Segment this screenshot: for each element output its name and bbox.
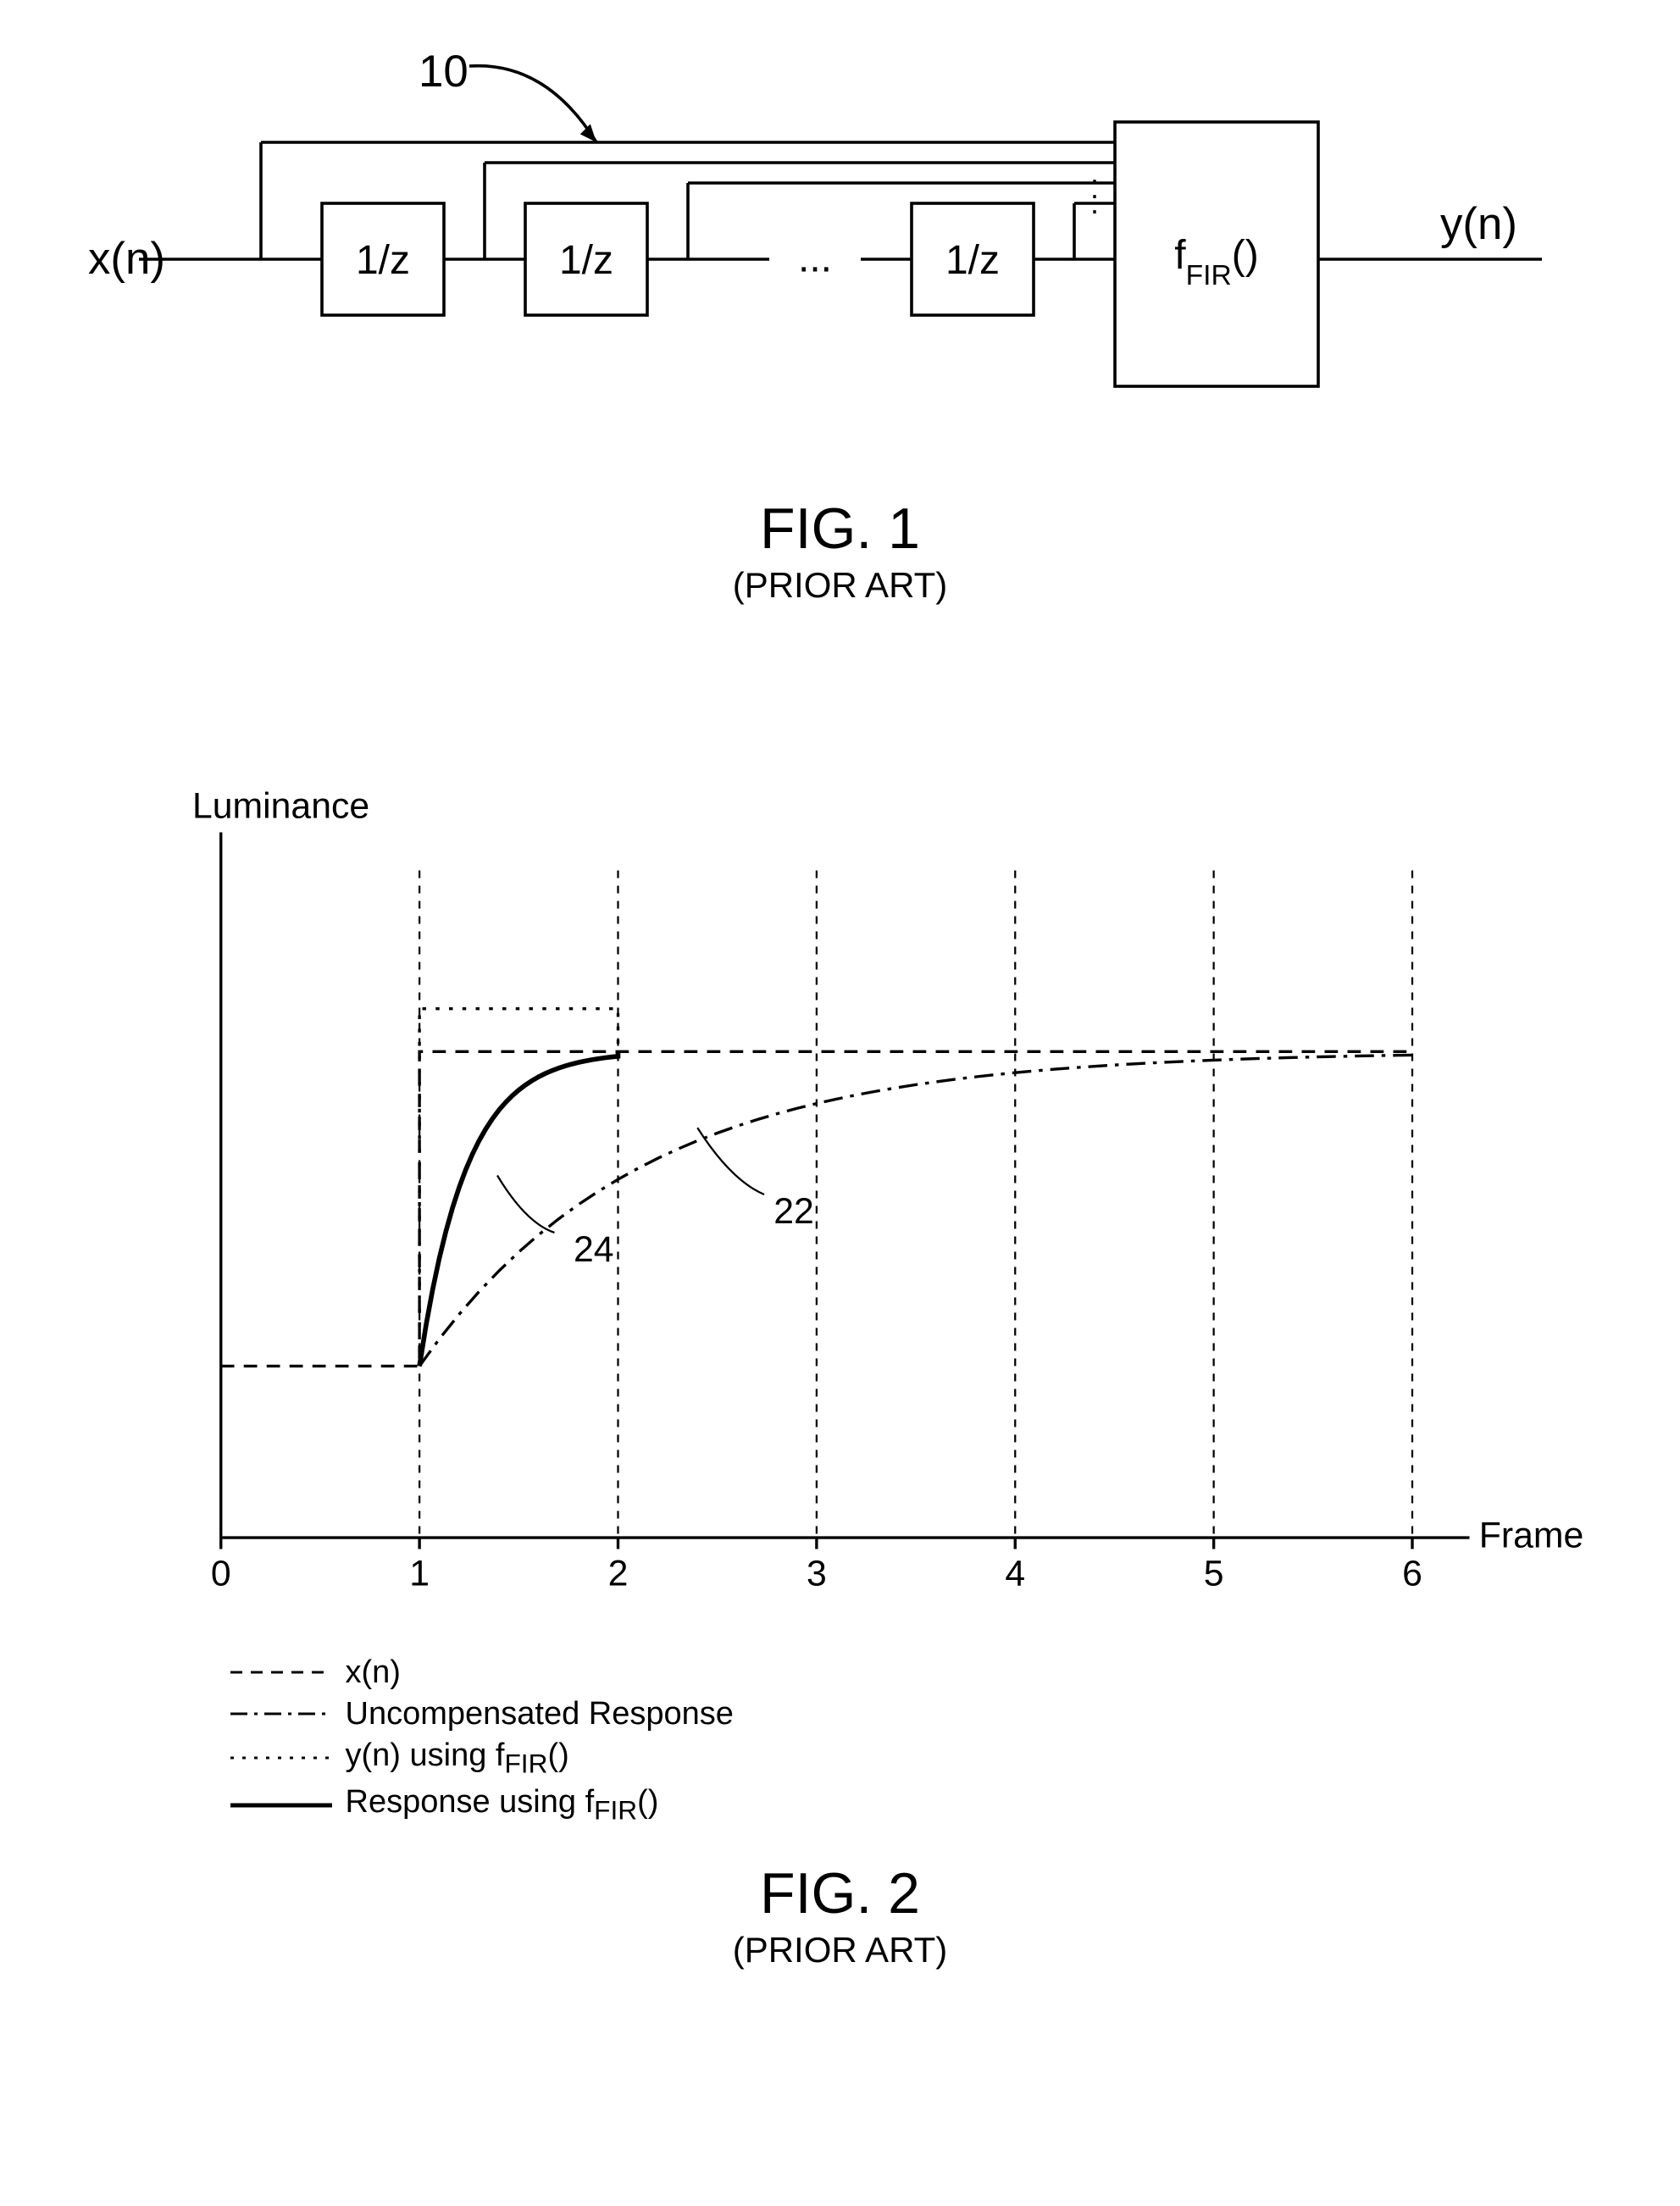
legend-item: x(n) [230,1654,1603,1691]
svg-text:x(n): x(n) [88,234,165,284]
svg-text:4: 4 [1005,1553,1025,1594]
figure-2: 0 1 2 3 4 5 6 Luminance Frame 24 22 x(n) Uncompensa… [78,775,1603,1970]
svg-text:1/z: 1/z [945,238,999,283]
svg-text:5: 5 [1203,1553,1223,1594]
legend-label: x(n) [346,1654,401,1691]
svg-text:3: 3 [806,1553,826,1594]
fig2-subtitle: (PRIOR ART) [78,1930,1603,1970]
fig2-caption: FIG. 2 (PRIOR ART) [78,1860,1603,1970]
svg-text:y(n): y(n) [1440,199,1517,249]
fig1-subtitle: (PRIOR ART) [78,565,1603,606]
svg-text:2: 2 [607,1553,628,1594]
svg-text:6: 6 [1402,1553,1422,1594]
fig1-caption: FIG. 1 (PRIOR ART) [78,496,1603,606]
svg-text:Frame: Frame [1478,1515,1583,1555]
fig1-title: FIG. 1 [78,496,1603,562]
svg-text:10: 10 [419,51,469,97]
legend-item: Response using fFIR() [230,1784,1603,1826]
svg-text:1/z: 1/z [558,238,613,283]
fig2-chart: 0 1 2 3 4 5 6 Luminance Frame 24 22 [78,775,1603,1633]
figure-1: 1/z1/z1/z......fFIR()x(n)y(n)10 FIG. 1 (… [78,51,1603,606]
legend-item: y(n) using fFIR() [230,1738,1603,1780]
svg-text:.: . [1090,186,1098,220]
svg-text:22: 22 [773,1191,814,1232]
fig1-diagram: 1/z1/z1/z......fFIR()x(n)y(n)10 [78,51,1603,457]
legend-item: Uncompensated Response [230,1696,1603,1732]
legend-label: y(n) using fFIR() [346,1738,569,1780]
fig2-legend: x(n) Uncompensated Response y(n) using fFI… [230,1654,1603,1826]
svg-text:1/z: 1/z [355,238,409,283]
svg-text:Luminance: Luminance [192,786,369,827]
legend-label: Response using fFIR() [346,1784,659,1826]
fig2-title: FIG. 2 [78,1860,1603,1926]
svg-text:1: 1 [409,1553,430,1594]
svg-text:...: ... [797,236,831,280]
svg-text:0: 0 [210,1553,230,1594]
svg-text:24: 24 [574,1229,614,1270]
legend-label: Uncompensated Response [346,1696,734,1732]
